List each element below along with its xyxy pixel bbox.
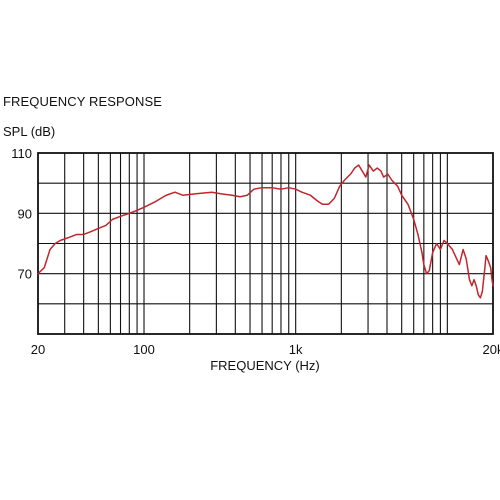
x-tick-label: 1k	[289, 342, 303, 357]
plot-frame	[37, 152, 494, 335]
grid-lines	[38, 153, 493, 334]
x-tick-label: 20k	[483, 342, 500, 357]
x-axis-title: FREQUENCY (Hz)	[210, 358, 320, 373]
chart-title: FREQUENCY RESPONSE	[3, 94, 163, 109]
series-line	[37, 164, 494, 299]
y-tick-label: 90	[18, 206, 32, 221]
y-tick-label: 70	[18, 267, 32, 282]
y-axis-title: SPL (dB)	[3, 124, 56, 139]
y-tick-label: 110	[11, 146, 32, 161]
x-tick-label: 100	[133, 342, 155, 357]
x-tick-label: 20	[31, 342, 45, 357]
tick-labels: 110 90 70 20 100 1k 20k	[11, 146, 500, 357]
